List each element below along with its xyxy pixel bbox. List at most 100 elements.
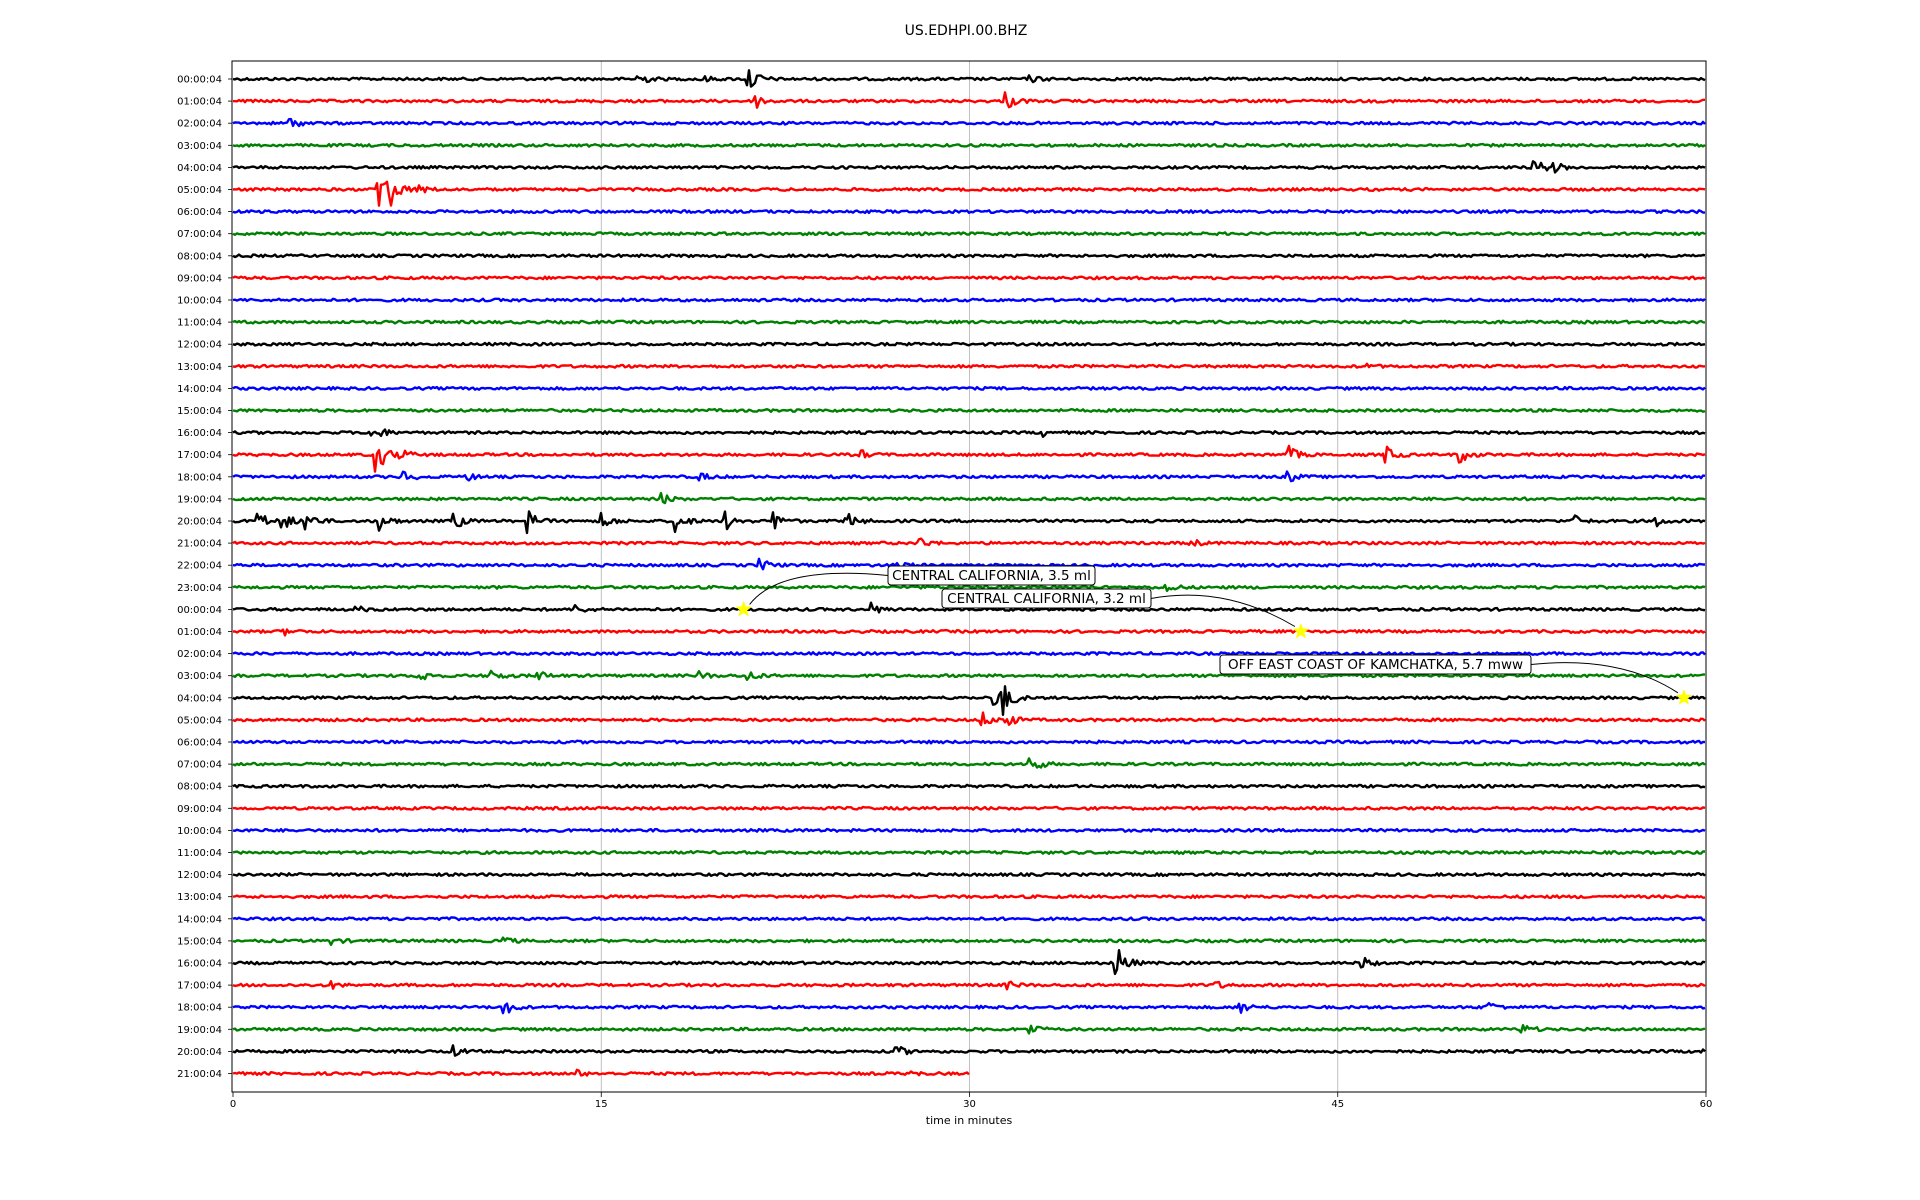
trace-row-39 — [232, 936, 1706, 947]
trace-row-2 — [232, 117, 1706, 128]
trace-row-23 — [232, 583, 1706, 593]
x-tick-label: 15 — [595, 1099, 608, 1110]
x-tick-label: 0 — [230, 1099, 236, 1110]
row-label: 19:00:04 — [177, 1025, 222, 1036]
row-label: 16:00:04 — [177, 428, 222, 439]
trace-row-3 — [232, 142, 1706, 148]
event-star-marker — [1292, 622, 1310, 639]
trace-row-10 — [232, 297, 1706, 303]
row-label: 00:00:04 — [177, 75, 222, 86]
trace-row-19 — [232, 491, 1706, 505]
event-annotation-group: CENTRAL CALIFORNIA, 3.5 ml CENTRAL CALIFO… — [735, 565, 1693, 705]
annotation-box — [941, 588, 1152, 609]
row-label: 09:00:04 — [177, 273, 222, 284]
trace-row-29 — [232, 711, 1706, 727]
row-label: 18:00:04 — [177, 472, 222, 483]
trace-group — [232, 69, 1706, 1077]
row-label: 06:00:04 — [177, 207, 222, 218]
row-label: 10:00:04 — [177, 296, 222, 307]
event-label: CENTRAL CALIFORNIA, 3.5 ml — [892, 568, 1091, 584]
trace-row-4 — [232, 160, 1706, 174]
trace-row-8 — [232, 253, 1706, 259]
row-label: 05:00:04 — [177, 715, 222, 726]
x-tick-group: 0 15 30 45 60 — [230, 1092, 1713, 1110]
row-label: 18:00:04 — [177, 1003, 222, 1014]
x-tick-label: 45 — [1331, 1099, 1344, 1110]
trace-row-24 — [232, 601, 1706, 614]
row-label: 11:00:04 — [177, 318, 222, 329]
trace-row-30 — [232, 739, 1706, 745]
row-label: 02:00:04 — [177, 119, 222, 130]
trace-row-44 — [232, 1044, 1706, 1057]
trace-row-18 — [232, 470, 1706, 483]
trace-row-27 — [232, 669, 1706, 681]
row-label: 08:00:04 — [177, 782, 222, 793]
trace-row-5 — [232, 180, 1706, 207]
plot-frame — [231, 60, 1707, 1093]
trace-row-11 — [232, 319, 1706, 325]
row-label: 11:00:04 — [177, 848, 222, 859]
row-label: 04:00:04 — [177, 163, 222, 174]
trace-row-0 — [232, 69, 1706, 88]
trace-row-25 — [232, 628, 1706, 637]
annotation-box — [887, 565, 1096, 586]
x-tick-label: 30 — [963, 1099, 976, 1110]
trace-row-38 — [232, 916, 1706, 922]
trace-row-43 — [232, 1024, 1706, 1035]
trace-row-32 — [232, 783, 1706, 789]
row-label: 23:00:04 — [177, 583, 222, 594]
row-label: 12:00:04 — [177, 340, 222, 351]
row-label: 17:00:04 — [177, 450, 222, 461]
row-label: 01:00:04 — [177, 97, 222, 108]
x-axis-label: time in minutes — [926, 1114, 1013, 1127]
row-label-group: 00:00:04 01:00:04 02:00:04 03:00:04 04:00:04… — [177, 75, 232, 1080]
row-label: 14:00:04 — [177, 914, 222, 925]
row-label: 03:00:04 — [177, 141, 222, 152]
trace-row-7 — [232, 231, 1706, 237]
row-label: 17:00:04 — [177, 981, 222, 992]
row-label: 07:00:04 — [177, 760, 222, 771]
annotation-connector — [1530, 662, 1679, 694]
trace-row-17 — [232, 444, 1706, 473]
row-label: 22:00:04 — [177, 561, 222, 572]
row-label: 13:00:04 — [177, 892, 222, 903]
annotation-connector — [1150, 594, 1296, 627]
trace-row-28 — [232, 685, 1706, 716]
row-label: 00:00:04 — [177, 605, 222, 616]
row-label: 15:00:04 — [177, 406, 222, 417]
chart-title: US.EDHPI.00.BHZ — [905, 23, 1028, 39]
row-label: 20:00:04 — [177, 517, 222, 528]
trace-row-1 — [232, 91, 1705, 109]
trace-row-16 — [232, 428, 1706, 438]
row-label: 07:00:04 — [177, 229, 222, 240]
event-star-marker — [735, 600, 752, 617]
trace-row-14 — [232, 385, 1706, 391]
trace-row-40 — [232, 949, 1706, 976]
trace-row-37 — [232, 894, 1706, 900]
row-label: 15:00:04 — [177, 936, 222, 947]
trace-row-12 — [232, 341, 1706, 347]
row-label: 01:00:04 — [177, 627, 222, 638]
row-label: 06:00:04 — [177, 738, 222, 749]
trace-row-26 — [232, 651, 1706, 657]
annotation-box — [1219, 654, 1532, 675]
trace-row-22 — [232, 557, 1706, 571]
trace-row-35 — [232, 850, 1705, 855]
trace-row-20 — [232, 510, 1706, 535]
row-label: 02:00:04 — [177, 649, 222, 660]
row-label: 20:00:04 — [177, 1047, 222, 1058]
x-tick-label: 60 — [1700, 1099, 1713, 1110]
trace-row-36 — [232, 872, 1706, 878]
trace-row-42 — [232, 1001, 1706, 1015]
row-label: 08:00:04 — [177, 251, 222, 262]
row-label: 12:00:04 — [177, 870, 222, 881]
trace-row-9 — [232, 275, 1706, 281]
row-label: 14:00:04 — [177, 384, 222, 395]
row-label: 03:00:04 — [177, 671, 222, 682]
event-label: CENTRAL CALIFORNIA, 3.2 ml — [947, 591, 1146, 607]
row-label: 21:00:04 — [177, 539, 222, 550]
trace-row-6 — [232, 209, 1706, 215]
annotation-connector — [749, 572, 889, 605]
event-star-marker — [1675, 689, 1693, 705]
